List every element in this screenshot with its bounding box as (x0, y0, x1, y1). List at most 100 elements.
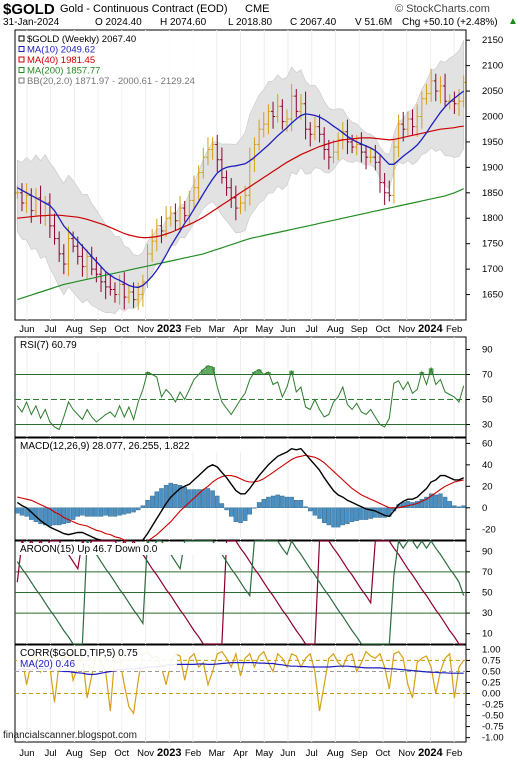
macd-histogram-bar (196, 489, 201, 508)
rsi-line (16, 365, 465, 431)
macd-histogram-bar (252, 507, 257, 509)
corr-y-tick-label: -0.50 (482, 711, 504, 722)
x-axis-label: Sep (90, 324, 107, 335)
quote-volume: V 51.6M (355, 17, 393, 28)
macd-histogram-bar (173, 483, 178, 508)
macd-histogram-bar (140, 505, 146, 508)
symbol-description: Gold - Continuous Contract (EOD) (60, 3, 228, 15)
macd-histogram-bar (424, 496, 429, 508)
x-axis-label: Aug (327, 324, 344, 335)
macd-histogram-bar (238, 507, 243, 524)
macd-signal-line (17, 454, 464, 543)
macd-histogram-bar (182, 487, 187, 508)
x-axis-label: Feb (446, 324, 462, 335)
rsi-legend-box (17, 339, 107, 351)
macd-histogram-bar (261, 499, 266, 508)
x-axis-label: Mar (209, 748, 225, 759)
macd-histogram-bar (266, 496, 271, 508)
price-y-tick-label: 1850 (482, 188, 503, 199)
macd-histogram-bar (321, 507, 327, 524)
price-legend-entry: MA(200) 1857.77 (27, 66, 100, 77)
macd-histogram-bar (201, 489, 206, 508)
rsi-overbought-fill (200, 369, 206, 375)
macd-histogram-bar (131, 507, 136, 513)
rsi-overbought-fill (428, 368, 434, 375)
x-axis-label: Oct (376, 748, 391, 759)
aroon-y-tick-label: 10 (482, 629, 493, 640)
macd-histogram-bar (149, 495, 155, 508)
corr-ma-legend: MA(20) 0.46 (20, 659, 75, 670)
macd-histogram-bar (242, 507, 248, 521)
copyright-label: © StockCharts.com (395, 3, 490, 15)
price-y-tick-label: 1950 (482, 137, 503, 148)
macd-histogram-bar (52, 507, 57, 526)
x-axis-label: Aug (327, 748, 344, 759)
x-axis-label: Apr (233, 748, 248, 759)
x-axis-label: 2024 (418, 323, 443, 335)
x-axis-label: Feb (185, 748, 201, 759)
macd-histogram-bar (224, 507, 229, 511)
macd-histogram-bar (442, 496, 448, 508)
quote-open: O 2024.40 (95, 17, 142, 28)
aroon-legend-box (17, 543, 232, 555)
corr-line (16, 650, 465, 715)
macd-legend-box (17, 440, 242, 452)
macd-histogram-bar (56, 507, 62, 526)
legend-swatch-icon (18, 67, 25, 73)
macd-histogram-bar (84, 507, 90, 517)
x-axis-label: Jul (45, 748, 57, 759)
macd-histogram-bar (94, 507, 99, 517)
x-axis-label: Apr (233, 324, 248, 335)
macd-histogram-bar (345, 507, 350, 525)
x-axis-label: Sep (90, 748, 107, 759)
macd-histogram-bar (233, 507, 239, 522)
macd-histogram-bar (452, 505, 457, 508)
macd-histogram-bar (289, 496, 294, 508)
price-legend-box (17, 32, 212, 84)
macd-histogram-bar (368, 507, 373, 519)
corr-y-tick-label: -1.00 (482, 733, 504, 744)
macd-histogram-bar (438, 493, 443, 508)
corr-ma-line (17, 661, 464, 676)
macd-histogram-bar (354, 507, 359, 521)
macd-histogram-bar (326, 507, 332, 526)
macd-histogram-bar (205, 488, 211, 508)
corr-legend-box (17, 647, 177, 671)
macd-histogram-bar (373, 507, 378, 518)
watermark-label: financialscanner.blogspot.com (3, 730, 137, 741)
price-y-tick-label: 1900 (482, 162, 503, 173)
macd-histogram-bar (275, 494, 280, 508)
price-y-tick-label: 2000 (482, 111, 503, 122)
macd-histogram-bar (66, 507, 71, 524)
macd-histogram-bar (126, 507, 132, 514)
macd-histogram-bar (461, 505, 466, 508)
x-axis-label: Feb (446, 748, 462, 759)
macd-histogram-bar (108, 507, 113, 517)
macd-histogram-bar (43, 507, 48, 526)
corr-y-tick-label: 0.50 (482, 666, 501, 677)
macd-histogram-bar (331, 507, 336, 528)
price-y-tick-label: 2050 (482, 86, 503, 97)
x-axis-label: Jul (45, 324, 57, 335)
legend-swatch-icon (18, 35, 25, 42)
macd-histogram-bar (210, 490, 215, 508)
aroon-y-tick-label: 70 (482, 567, 493, 578)
macd-line (16, 447, 464, 548)
x-axis-label: May (255, 324, 273, 335)
macd-histogram-bar (303, 506, 308, 508)
macd-histogram-bar (163, 485, 169, 508)
x-axis-label: Jun (280, 748, 295, 759)
rsi-overbought-fill (256, 369, 262, 375)
chart-header: $GOLD Gold - Continuous Contract (EOD) C… (0, 0, 520, 32)
x-axis-label: Oct (114, 748, 129, 759)
x-axis-label: Feb (185, 324, 201, 335)
macd-histogram-bar (270, 495, 276, 508)
price-legend-entry: BB(20,2.0) 1871.97 - 2000.61 - 2129.24 (27, 76, 195, 87)
x-axis-label: May (255, 748, 273, 759)
macd-histogram-bar (419, 499, 425, 508)
macd-histogram-bar (15, 507, 20, 514)
macd-histogram-bar (359, 507, 364, 520)
x-axis-label: Oct (376, 324, 391, 335)
macd-y-tick-label: 0 (482, 503, 487, 514)
